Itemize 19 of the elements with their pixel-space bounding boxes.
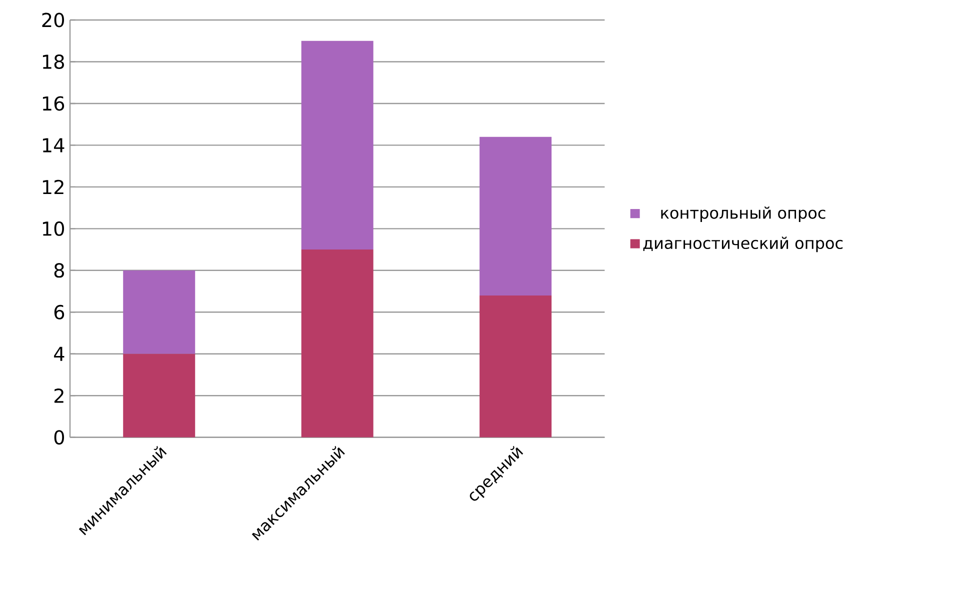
y-tick-label: 20 [42, 12, 64, 28]
y-tick-label: 12 [42, 180, 64, 194]
legend-label: диагностический опрос [643, 236, 843, 252]
legend-label: контрольный опрос [661, 206, 826, 222]
y-tick-label: 4 [54, 346, 64, 361]
y-tick-label: 8 [54, 263, 64, 278]
y-tick-label: 10 [42, 221, 64, 236]
y-tick-label: 0 [54, 430, 64, 445]
y-tick-label: 16 [42, 96, 64, 111]
y-tick-label: 6 [54, 304, 64, 320]
y-tick-label: 2 [54, 388, 64, 403]
y-tick-label: 18 [42, 54, 64, 69]
bar [480, 295, 552, 438]
y-tick-label: 14 [42, 138, 64, 152]
bar [480, 136, 552, 296]
bar [301, 40, 374, 250]
bar [123, 270, 196, 354]
bar [301, 250, 374, 438]
bar [123, 354, 196, 438]
